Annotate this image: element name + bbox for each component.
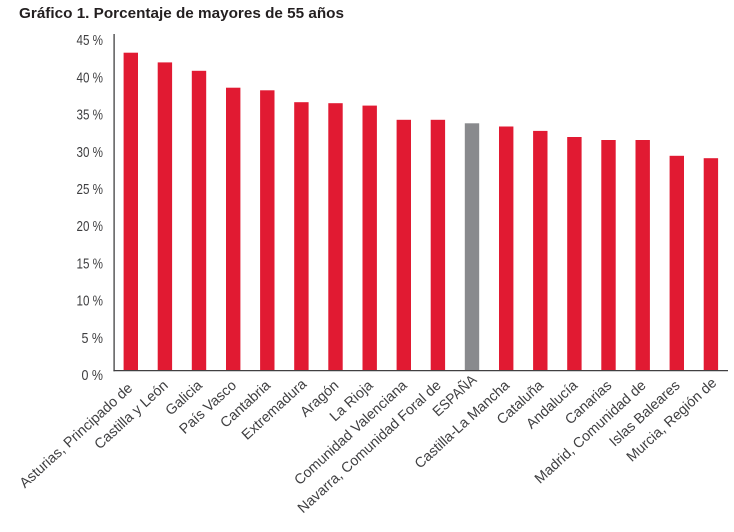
svg-text:45 %: 45 %: [77, 32, 104, 49]
svg-text:15 %: 15 %: [77, 255, 104, 272]
svg-text:Gráfico 1. Porcentaje de mayor: Gráfico 1. Porcentaje de mayores de 55 a…: [19, 5, 344, 22]
svg-text:5 %: 5 %: [82, 330, 104, 347]
svg-text:20 %: 20 %: [77, 218, 104, 235]
svg-text:35 %: 35 %: [77, 107, 104, 124]
svg-text:25 %: 25 %: [77, 181, 104, 198]
svg-text:30 %: 30 %: [77, 144, 104, 161]
svg-text:0 %: 0 %: [82, 367, 104, 384]
svg-text:40 %: 40 %: [77, 69, 104, 86]
svg-text:10 %: 10 %: [77, 293, 104, 310]
